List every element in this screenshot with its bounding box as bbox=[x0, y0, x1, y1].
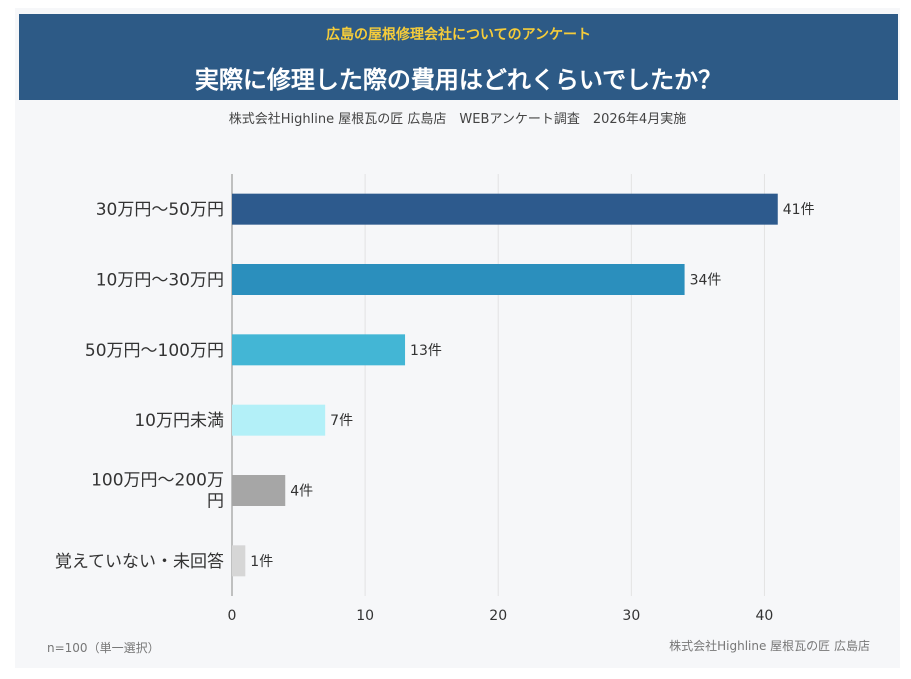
bar-chart: 0 10 20 30 40 41件 30万円〜50万円 34件 10万円〜30万円 13件 50万円… bbox=[55, 174, 815, 624]
x-tick-label: 40 bbox=[756, 608, 774, 624]
chart-title: 実際に修理した際の費用はどれくらいでしたか？ bbox=[194, 66, 723, 94]
category-label: 覚えていない・未回答 bbox=[55, 552, 224, 572]
data-label: 7件 bbox=[330, 413, 353, 429]
bar bbox=[232, 264, 685, 295]
data-label: 13件 bbox=[410, 343, 442, 359]
bar bbox=[232, 193, 778, 225]
category-label: 50万円〜100万円 bbox=[85, 341, 224, 361]
data-label: 34件 bbox=[690, 273, 722, 289]
data-label: 4件 bbox=[290, 484, 313, 500]
bar bbox=[232, 334, 406, 366]
header-banner: 広島の屋根修理会社についてのアンケート 実際に修理した際の費用はどれくらいでした… bbox=[19, 14, 898, 100]
bar bbox=[232, 475, 286, 506]
survey-eyebrow: 広島の屋根修理会社についてのアンケート bbox=[325, 27, 592, 43]
x-tick-label: 10 bbox=[356, 608, 374, 624]
data-label: 41件 bbox=[783, 202, 815, 218]
bar bbox=[232, 545, 246, 577]
chart-card: 広島の屋根修理会社についてのアンケート 実際に修理した際の費用はどれくらいでした… bbox=[15, 8, 900, 668]
chart-subtitle: 株式会社Highline 屋根瓦の匠 広島店 WEBアンケート調査 2026年4… bbox=[228, 112, 687, 127]
bar bbox=[232, 404, 326, 436]
category-label: 30万円〜50万円 bbox=[96, 200, 224, 220]
x-tick-label: 20 bbox=[489, 608, 507, 624]
data-label: 1件 bbox=[250, 554, 273, 570]
sample-note: n=100（単一選択） bbox=[47, 641, 160, 655]
source-credit: 株式会社Highline 屋根瓦の匠 広島店 bbox=[669, 639, 870, 653]
category-label: 10万円未満 bbox=[134, 411, 224, 431]
category-label: 10万円〜30万円 bbox=[96, 271, 224, 291]
category-label: 100万円〜200万円 bbox=[91, 471, 224, 512]
x-tick-label: 30 bbox=[622, 608, 640, 624]
x-tick-label: 0 bbox=[228, 608, 237, 624]
